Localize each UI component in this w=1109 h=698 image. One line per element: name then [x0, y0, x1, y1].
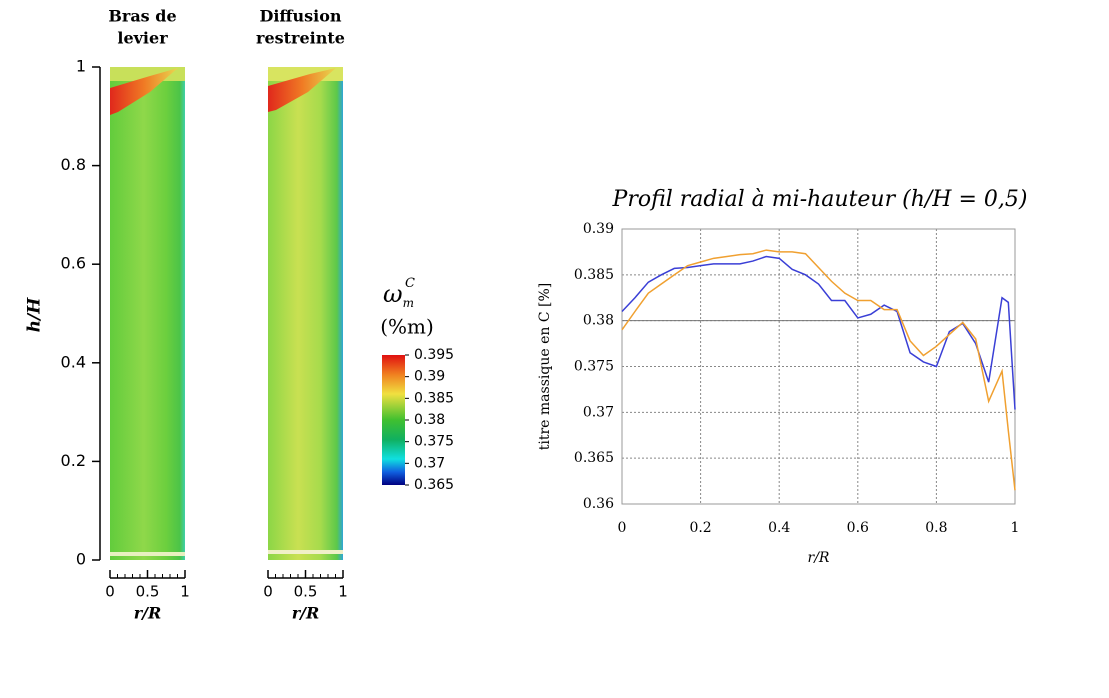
plot-frame	[621, 228, 1016, 505]
colorbar-label: (%m)	[380, 315, 434, 339]
x-tick-label: 0	[263, 583, 273, 601]
y-tick-label: 0.39	[583, 221, 614, 237]
x-tick-label: 0.2	[689, 520, 711, 536]
panel-title: restreinte	[256, 29, 345, 48]
x-axis-label: r/R	[808, 550, 830, 566]
colorbar-tick-label: 0.38	[414, 412, 445, 428]
panel-title: levier	[117, 29, 168, 48]
colorbar-tick-label: 0.39	[414, 369, 445, 385]
y-tick-label: 0.385	[574, 267, 614, 283]
y-tick-label: 0.2	[61, 451, 86, 470]
contour-field	[110, 67, 185, 560]
y-tick-label: 0.38	[583, 313, 614, 329]
colorbar-symbol: ωmC	[383, 276, 415, 310]
y-tick-label: 0.365	[574, 450, 614, 466]
y-tick-label: 0.8	[61, 155, 86, 174]
series-line	[621, 249, 1016, 491]
x-axis-label: r/R	[292, 604, 320, 623]
y-tick-label: 0.375	[574, 359, 614, 375]
contour-field	[268, 67, 343, 560]
colorbar-tick-label: 0.395	[414, 347, 454, 363]
colorbar	[382, 355, 405, 485]
x-tick-label: 1	[1011, 520, 1020, 536]
chart-title: Profil radial à mi-hauteur (h/H = 0,5)	[612, 187, 1028, 212]
y-axis-label: h/H	[25, 297, 45, 333]
x-tick-label: 0.5	[136, 583, 160, 601]
x-tick-label: 0.4	[768, 520, 790, 536]
symbol: ω	[383, 280, 403, 308]
y-tick-label: 1	[76, 57, 86, 76]
x-tick-label: 1	[180, 583, 190, 601]
x-tick-label: 0	[618, 520, 627, 536]
y-tick-label: 0.4	[61, 352, 86, 371]
y-tick-label: 0	[76, 550, 86, 569]
panel-title: Bras de	[108, 7, 176, 26]
y-axis-label: titre massique en C [%]	[537, 283, 553, 450]
colorbar-tick-label: 0.375	[414, 434, 454, 450]
y-tick-label: 0.37	[583, 404, 614, 420]
colorbar-tick-label: 0.385	[414, 390, 454, 406]
x-tick-label: 1	[338, 583, 348, 601]
x-tick-label: 0.8	[925, 520, 947, 536]
subscript: m	[403, 296, 414, 310]
y-tick-label: 0.36	[583, 496, 614, 512]
colorbar-tick-label: 0.365	[414, 477, 454, 493]
y-tick-label: 0.6	[61, 254, 86, 273]
x-tick-label: 0.6	[847, 520, 869, 536]
superscript: C	[405, 276, 415, 291]
series-line	[621, 255, 1016, 410]
x-axis-label: r/R	[134, 604, 162, 623]
panel-title: Diffusion	[259, 7, 341, 26]
colorbar-tick-label: 0.37	[414, 455, 445, 471]
x-tick-label: 0.5	[294, 583, 318, 601]
x-tick-label: 0	[105, 583, 115, 601]
